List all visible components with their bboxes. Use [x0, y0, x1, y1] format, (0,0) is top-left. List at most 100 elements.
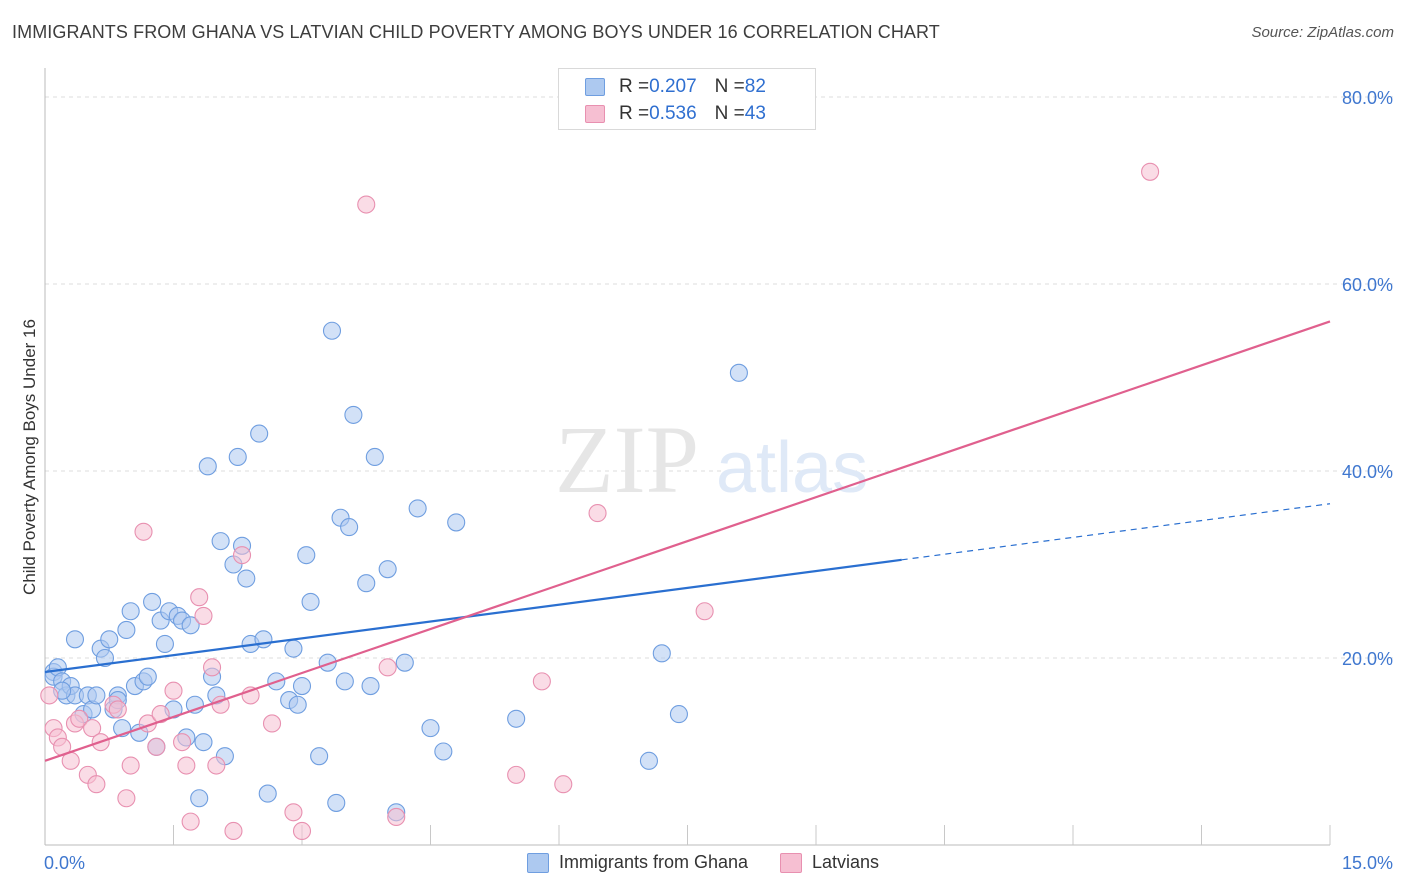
ghana-point [288, 695, 307, 714]
ghana-point [318, 653, 337, 672]
legend-item-latvian[interactable]: Latvians [780, 852, 879, 873]
latvian-r-label: R = [619, 103, 650, 124]
watermark: ZIP atlas [555, 406, 868, 513]
ghana-point [258, 784, 277, 803]
series-legend: Immigrants from Ghana Latvians [0, 852, 1406, 873]
ghana-point [669, 705, 688, 724]
ghana-point [117, 620, 136, 640]
series-ghana-points [44, 321, 748, 822]
latvian-point [164, 681, 183, 700]
latvian-r-value: 0.536 [649, 103, 697, 124]
ghana-point [138, 667, 157, 686]
legend-latvian-swatch [780, 852, 802, 873]
ghana-point [365, 447, 384, 467]
ghana-point [507, 709, 526, 728]
watermark-zip: ZIP [555, 406, 699, 513]
ghana-point [190, 789, 209, 808]
ghana-point [292, 676, 312, 696]
ghana-point [340, 518, 359, 537]
ghana-point [143, 592, 162, 611]
legend-row-ghana: R = 0.207 N = 82 [585, 75, 766, 99]
ghana-point [87, 686, 106, 705]
ghana-point [65, 630, 85, 649]
ghana-point [357, 574, 376, 593]
ghana-n-label: N = [714, 76, 745, 97]
ghana-point [100, 630, 119, 649]
latvian-point [284, 803, 303, 822]
ghana-point [211, 532, 230, 551]
latvian-point [190, 588, 209, 607]
ghana-point [729, 363, 748, 382]
ghana-point [335, 672, 354, 691]
ghana-point [198, 457, 217, 476]
latvian-point [108, 700, 127, 719]
x-tick-label-min: 0.0% [44, 853, 85, 873]
latvian-point [117, 789, 136, 808]
latvian-point [203, 658, 222, 677]
latvian-point [588, 504, 607, 523]
source-credit: Source: ZipAtlas.com [1251, 24, 1394, 41]
latvian-point [121, 756, 140, 775]
ghana-point [408, 499, 427, 518]
ghana-point [361, 676, 380, 696]
latvian-point [134, 522, 153, 541]
trend-lines [44, 320, 1331, 762]
ghana-r-value: 0.207 [649, 76, 697, 97]
latvian-n-value: 43 [744, 103, 766, 124]
legend-item-ghana[interactable]: Immigrants from Ghana [526, 852, 748, 873]
y-tick-label: 60.0% [1342, 275, 1393, 295]
axes [44, 68, 1331, 846]
ghana-point [639, 751, 659, 770]
ghana-point [395, 653, 414, 672]
ghana-point [237, 569, 256, 588]
latvian-point [151, 705, 170, 724]
ghana-point [155, 634, 174, 654]
latvian-n-label: N = [714, 103, 745, 124]
ghana-point [378, 560, 397, 579]
latvian-point [181, 812, 200, 831]
latvian-point [207, 756, 226, 775]
latvian-point [232, 546, 252, 565]
watermark-atlas: atlas [716, 428, 868, 508]
ghana-point [421, 719, 440, 738]
latvian-point [83, 719, 102, 738]
ghana-point [181, 616, 200, 635]
y-tick-label: 80.0% [1342, 88, 1393, 108]
latvian-point [147, 737, 166, 756]
ghana-point [194, 733, 213, 752]
latvian-point [387, 807, 406, 827]
latvian-trend-line [44, 320, 1331, 762]
latvian-point [507, 765, 526, 784]
ghana-point [447, 513, 466, 532]
ghana-point [301, 592, 320, 611]
ghana-point [322, 321, 342, 340]
chart-title: IMMIGRANTS FROM GHANA VS LATVIAN CHILD P… [12, 22, 940, 42]
latvian-point [224, 821, 243, 841]
ghana-point [310, 747, 329, 766]
latvian-point [292, 821, 312, 841]
legend-latvian-label: Latvians [812, 852, 880, 872]
ghana-point [434, 742, 453, 761]
series-latvian-points [40, 162, 1160, 841]
latvian-point [40, 686, 59, 705]
latvian-point [378, 658, 397, 677]
ghana-trend-line [44, 558, 902, 674]
latvian-point [194, 606, 213, 625]
legend-ghana-label: Immigrants from Ghana [558, 852, 748, 872]
latvian-point [173, 733, 192, 752]
ghana-point [652, 644, 671, 663]
ghana-n-value: 82 [744, 76, 766, 97]
ghana-point [228, 447, 247, 467]
latvian-point [177, 756, 196, 775]
y-tick-label: 20.0% [1342, 649, 1393, 669]
latvian-swatch [585, 105, 605, 123]
latvian-point [695, 602, 714, 621]
ghana-swatch [585, 78, 605, 96]
latvian-point [357, 195, 376, 214]
ghana-point [95, 648, 115, 668]
ghana-point [121, 602, 140, 621]
legend-ghana-swatch [526, 852, 549, 873]
y-tick-label: 40.0% [1342, 462, 1393, 482]
ghana-point [297, 546, 316, 565]
